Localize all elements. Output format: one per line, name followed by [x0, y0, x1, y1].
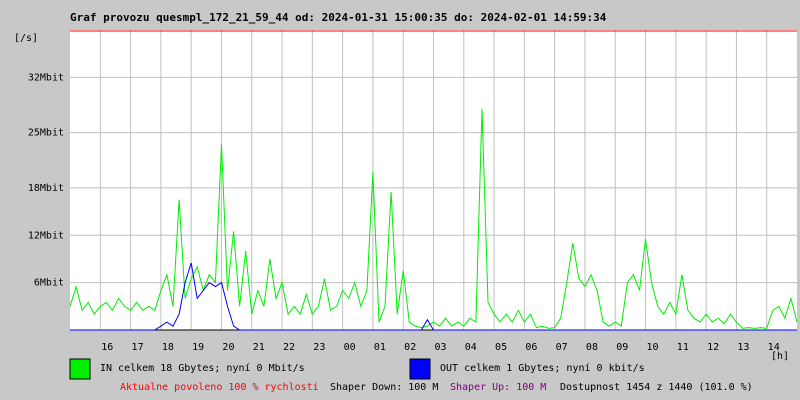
annotation: Aktualne povoleno 100 % rychlosti	[120, 382, 319, 393]
y-tick-label: 25Mbit	[28, 128, 64, 139]
x-tick-label: 17	[132, 342, 144, 353]
x-tick-label: 08	[586, 342, 598, 353]
x-tick-label: 20	[222, 342, 234, 353]
annotation: Shaper Down: 100 M	[330, 382, 438, 393]
x-tick-label: 04	[465, 342, 477, 353]
x-tick-label: 21	[253, 342, 265, 353]
x-tick-label: 01	[374, 342, 386, 353]
x-tick-label: 05	[495, 342, 507, 353]
y-tick-label: 12Mbit	[28, 230, 64, 241]
x-tick-label: 06	[525, 342, 537, 353]
annotation: Dostupnost 1454 z 1440 (101.0 %)	[560, 382, 753, 393]
series-line	[70, 262, 797, 331]
x-tick-label: 07	[556, 342, 568, 353]
annotation: Shaper Up: 100 M	[450, 382, 546, 393]
x-tick-label: 02	[404, 342, 416, 353]
y-tick-label: 6Mbit	[34, 278, 64, 289]
x-tick-label: 14	[768, 342, 780, 353]
x-axis-label: [h]	[771, 351, 789, 362]
x-tick-label: 16	[101, 342, 113, 353]
x-tick-label: 10	[647, 342, 659, 353]
x-tick-label: 12	[707, 342, 719, 353]
legend-swatch	[69, 358, 91, 380]
y-axis-label: [/s]	[14, 33, 38, 44]
y-tick-label: 18Mbit	[28, 183, 64, 194]
x-tick-label: 22	[283, 342, 295, 353]
legend-label: OUT celkem 1 Gbytes; nyní 0 kbit/s	[440, 362, 645, 374]
x-tick-label: 09	[616, 342, 628, 353]
legend-swatch	[409, 358, 431, 380]
chart-title: Graf provozu quesmpl_172_21_59_44 od: 20…	[70, 11, 607, 24]
y-tick-label: 32Mbit	[28, 72, 64, 83]
x-tick-label: 11	[677, 342, 689, 353]
legend-label: IN celkem 18 Gbytes; nyní 0 Mbit/s	[100, 362, 305, 374]
x-tick-label: 03	[434, 342, 446, 353]
x-tick-label: 00	[344, 342, 356, 353]
x-tick-label: 13	[737, 342, 749, 353]
series-line	[69, 108, 798, 329]
x-tick-label: 19	[192, 342, 204, 353]
x-tick-label: 18	[162, 342, 174, 353]
x-tick-label: 23	[313, 342, 325, 353]
